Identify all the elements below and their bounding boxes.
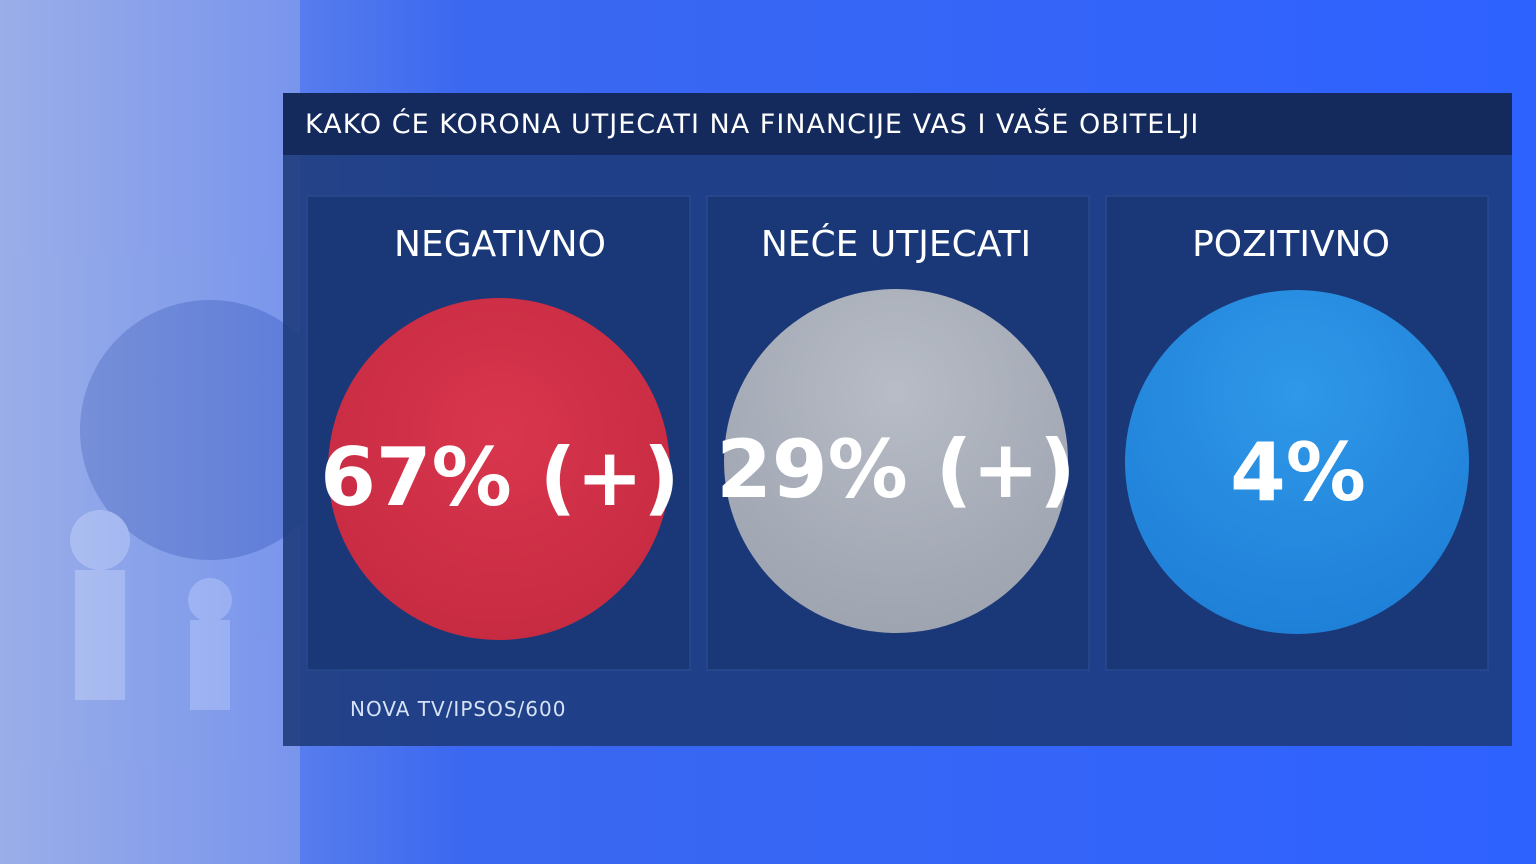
background-photo	[0, 0, 340, 864]
circle	[1125, 290, 1469, 634]
panel-label: POZITIVNO	[1192, 224, 1390, 265]
panel-label: NEGATIVNO	[394, 224, 606, 265]
source: NOVA TV/IPSOS/600	[350, 697, 566, 721]
panel-label: NEĆE UTJECATI	[761, 223, 1031, 265]
panel-value: 67% (+)	[320, 431, 680, 524]
title-bar	[283, 93, 1512, 155]
panel-value: 29% (+)	[716, 423, 1076, 516]
circle	[328, 298, 670, 640]
circle	[724, 289, 1068, 633]
panel-value: 4%	[1230, 426, 1366, 519]
title: KAKO ĆE KORONA UTJECATI NA FINANCIJE VAS…	[305, 108, 1199, 140]
